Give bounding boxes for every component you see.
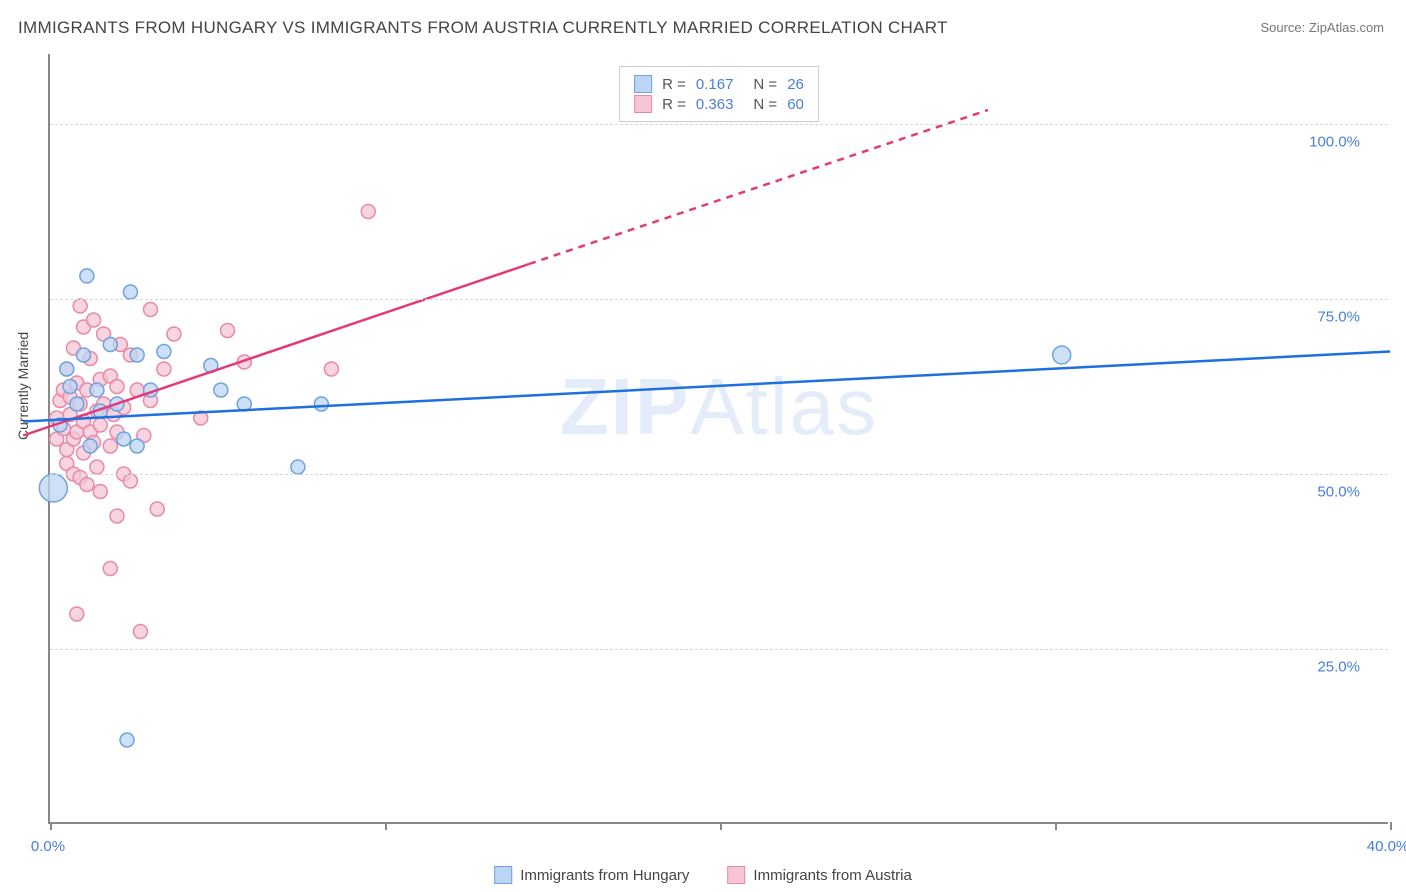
scatter-point-austria <box>123 474 137 488</box>
y-axis-title: Currently Married <box>15 332 31 440</box>
scatter-point-hungary <box>70 397 84 411</box>
scatter-point-austria <box>133 625 147 639</box>
x-tick-label: 0.0% <box>31 838 65 855</box>
scatter-point-austria <box>167 327 181 341</box>
x-tick <box>385 822 387 830</box>
chart-svg <box>50 54 1388 822</box>
x-tick <box>1055 822 1057 830</box>
scatter-point-austria <box>80 478 94 492</box>
scatter-point-austria <box>70 607 84 621</box>
scatter-point-austria <box>150 502 164 516</box>
scatter-point-austria <box>93 418 107 432</box>
series-legend: Immigrants from Hungary Immigrants from … <box>494 866 912 884</box>
scatter-point-hungary <box>157 345 171 359</box>
scatter-point-austria <box>93 485 107 499</box>
scatter-point-hungary <box>103 338 117 352</box>
y-tick-label: 25.0% <box>1317 659 1360 676</box>
scatter-point-austria <box>87 313 101 327</box>
grid-line <box>50 124 1388 125</box>
scatter-point-austria <box>73 299 87 313</box>
legend-item-austria: Immigrants from Austria <box>727 866 911 884</box>
scatter-point-austria <box>90 460 104 474</box>
scatter-point-hungary <box>60 362 74 376</box>
plot-area: ZIPAtlas R = 0.167 N = 26 R = 0.363 N = … <box>48 54 1388 824</box>
legend-label-hungary: Immigrants from Hungary <box>520 867 689 884</box>
swatch-austria <box>727 866 745 884</box>
swatch-hungary <box>494 866 512 884</box>
scatter-point-hungary <box>1053 346 1071 364</box>
scatter-point-hungary <box>130 348 144 362</box>
scatter-point-hungary <box>39 474 67 502</box>
grid-line <box>50 649 1388 650</box>
scatter-point-austria <box>157 362 171 376</box>
trend-line-hungary <box>23 352 1390 422</box>
trend-line-austria-dashed <box>529 110 988 264</box>
scatter-point-hungary <box>130 439 144 453</box>
scatter-point-hungary <box>83 439 97 453</box>
grid-line <box>50 474 1388 475</box>
scatter-point-austria <box>110 509 124 523</box>
scatter-point-austria <box>110 380 124 394</box>
grid-line <box>50 299 1388 300</box>
scatter-point-austria <box>361 205 375 219</box>
x-tick <box>50 822 52 830</box>
scatter-point-hungary <box>77 348 91 362</box>
chart-title: IMMIGRANTS FROM HUNGARY VS IMMIGRANTS FR… <box>18 18 948 38</box>
legend-item-hungary: Immigrants from Hungary <box>494 866 689 884</box>
scatter-point-austria <box>324 362 338 376</box>
y-tick-label: 75.0% <box>1317 309 1360 326</box>
x-tick-label: 40.0% <box>1367 838 1406 855</box>
scatter-point-hungary <box>291 460 305 474</box>
scatter-point-hungary <box>117 432 131 446</box>
source-attribution: Source: ZipAtlas.com <box>1260 20 1384 35</box>
scatter-point-hungary <box>120 733 134 747</box>
x-tick <box>720 822 722 830</box>
scatter-point-hungary <box>123 285 137 299</box>
scatter-point-austria <box>103 562 117 576</box>
scatter-point-hungary <box>214 383 228 397</box>
scatter-point-hungary <box>90 383 104 397</box>
scatter-point-austria <box>221 324 235 338</box>
legend-label-austria: Immigrants from Austria <box>753 867 911 884</box>
scatter-point-austria <box>144 303 158 317</box>
scatter-point-hungary <box>80 269 94 283</box>
scatter-point-hungary <box>63 380 77 394</box>
y-tick-label: 100.0% <box>1309 134 1360 151</box>
y-tick-label: 50.0% <box>1317 484 1360 501</box>
x-tick <box>1390 822 1392 830</box>
scatter-point-hungary <box>314 397 328 411</box>
scatter-point-austria <box>103 439 117 453</box>
